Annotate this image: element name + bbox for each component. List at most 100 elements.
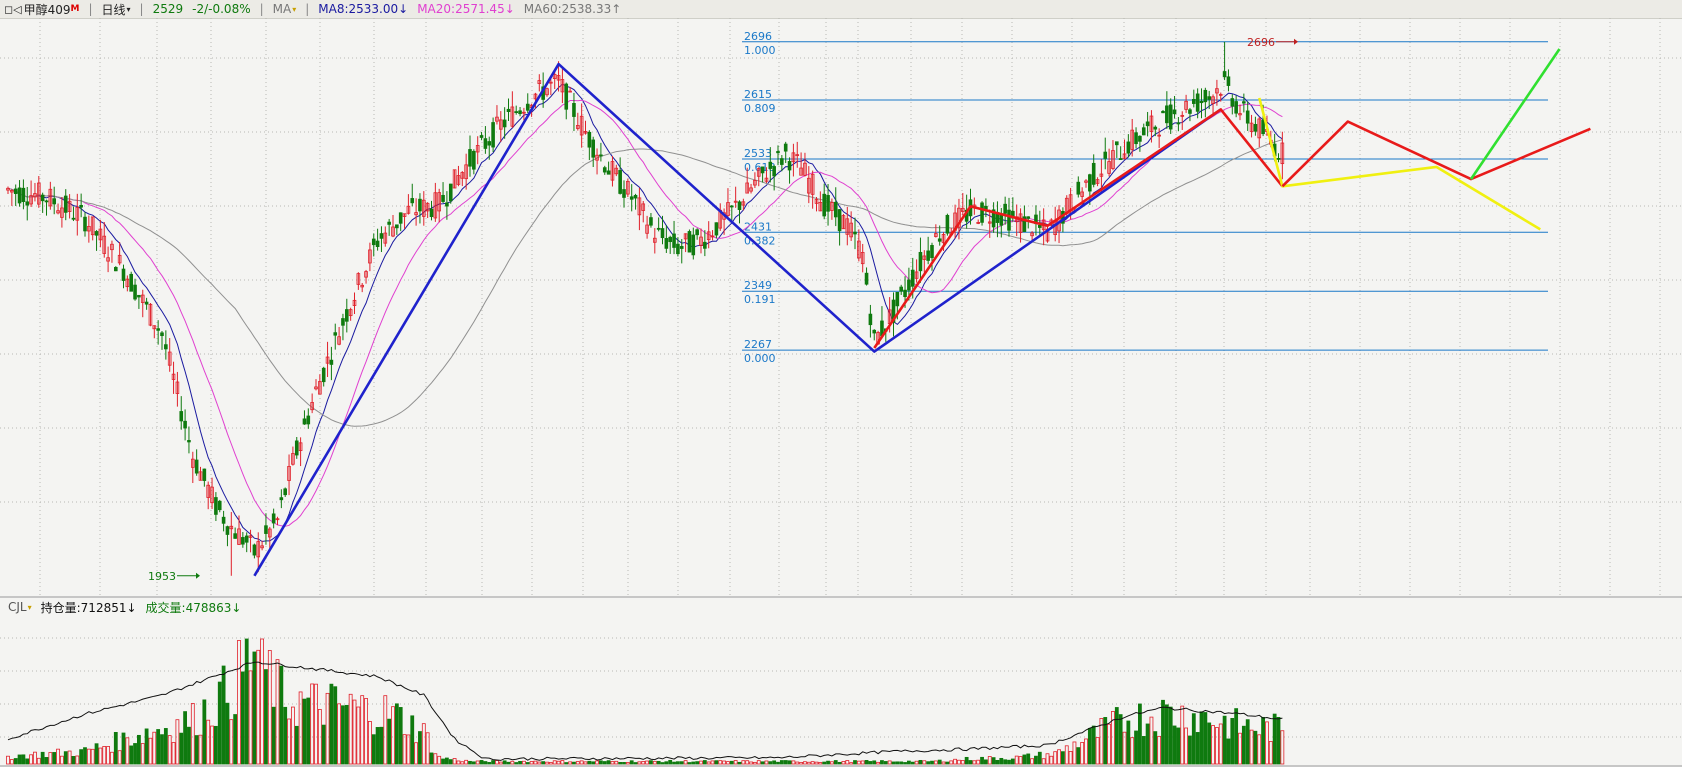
volume-bar[interactable] (233, 714, 238, 765)
period-select[interactable]: 日线 (101, 2, 126, 17)
volume-bar[interactable] (33, 751, 37, 765)
candle[interactable] (79, 193, 83, 218)
volume-bar[interactable] (591, 761, 596, 765)
volume-bar[interactable] (718, 760, 723, 765)
volume-bar[interactable] (806, 761, 811, 765)
candle[interactable] (583, 120, 588, 135)
candle[interactable] (171, 361, 176, 394)
candle[interactable] (206, 481, 211, 510)
volume-bar[interactable] (933, 760, 938, 765)
candle[interactable] (1203, 87, 1208, 118)
volume-bar[interactable] (498, 761, 503, 765)
candle[interactable] (414, 198, 418, 226)
volume-bar[interactable] (456, 760, 461, 765)
candle[interactable] (425, 202, 430, 219)
volume-bar[interactable] (387, 718, 392, 765)
candle[interactable] (387, 218, 391, 236)
candle[interactable] (833, 187, 838, 227)
volume-bar[interactable] (1026, 753, 1031, 765)
candle[interactable] (1238, 104, 1242, 121)
volume-bar[interactable] (183, 711, 188, 765)
volume-bar[interactable] (1211, 725, 1215, 765)
volume-bar[interactable] (325, 692, 330, 765)
volume-bar[interactable] (687, 762, 692, 765)
candle[interactable] (945, 213, 950, 236)
candle[interactable] (857, 229, 861, 262)
volume-bar[interactable] (926, 761, 931, 765)
volume-bar[interactable] (984, 759, 988, 765)
candle[interactable] (433, 182, 438, 222)
candle[interactable] (333, 323, 338, 350)
volume-bar[interactable] (918, 759, 923, 765)
volume-indicator-label[interactable]: CJL (8, 600, 27, 614)
volume-bar[interactable] (756, 760, 761, 765)
volume-bar[interactable] (425, 732, 430, 765)
candle[interactable] (845, 206, 850, 246)
candle[interactable] (614, 164, 619, 177)
volume-bar[interactable] (198, 734, 203, 765)
candle[interactable] (676, 237, 680, 257)
candle[interactable] (325, 341, 330, 378)
volume-bar[interactable] (776, 761, 780, 765)
volume-bar[interactable] (367, 721, 372, 765)
candle[interactable] (656, 217, 661, 232)
candle[interactable] (183, 409, 187, 441)
candle[interactable] (637, 187, 642, 231)
candle[interactable] (140, 289, 145, 318)
volume-bar[interactable] (1164, 704, 1169, 765)
candle[interactable] (1045, 225, 1050, 243)
volume-bar[interactable] (575, 761, 580, 765)
volume-bar[interactable] (676, 761, 680, 765)
volume-bar[interactable] (379, 726, 384, 765)
volume-bar[interactable] (887, 760, 892, 765)
candle[interactable] (868, 304, 873, 338)
candle[interactable] (510, 91, 515, 129)
volume-bar[interactable] (583, 761, 588, 765)
volume-bar[interactable] (910, 761, 915, 765)
candle[interactable] (695, 228, 699, 240)
candle[interactable] (87, 215, 91, 243)
volume-bar[interactable] (833, 760, 838, 765)
candle[interactable] (29, 180, 33, 207)
volume-bar[interactable] (1188, 735, 1192, 765)
candle[interactable] (248, 529, 253, 553)
volume-bar[interactable] (1153, 731, 1158, 765)
volume-bar[interactable] (760, 761, 765, 765)
candle[interactable] (568, 86, 572, 93)
volume-bar[interactable] (29, 754, 34, 765)
volume-bar[interactable] (398, 707, 403, 765)
candle[interactable] (629, 184, 634, 212)
volume-bar[interactable] (772, 760, 777, 765)
candle[interactable] (1276, 153, 1281, 163)
volume-bar[interactable] (133, 743, 137, 765)
volume-bar[interactable] (695, 761, 700, 765)
volume-bar[interactable] (668, 759, 673, 765)
volume-bar[interactable] (129, 745, 134, 765)
candle[interactable] (395, 224, 399, 235)
volume-bar[interactable] (525, 762, 530, 765)
volume-bar[interactable] (433, 753, 438, 765)
candle[interactable] (110, 240, 114, 263)
volume-bar[interactable] (595, 760, 599, 765)
volume-bar[interactable] (67, 750, 72, 765)
volume-bar[interactable] (464, 759, 469, 765)
volume-bar[interactable] (48, 752, 53, 765)
volume-bar[interactable] (341, 705, 345, 765)
volume-bar[interactable] (826, 760, 830, 765)
volume-bar[interactable] (483, 761, 488, 765)
volume-bar[interactable] (160, 734, 164, 765)
volume-bar[interactable] (764, 760, 769, 765)
volume-bar[interactable] (710, 760, 715, 765)
volume-bar[interactable] (364, 698, 368, 765)
candle[interactable] (1003, 196, 1007, 225)
wave-line-red[interactable] (1281, 120, 1591, 188)
volume-bar[interactable] (302, 698, 307, 765)
candle[interactable] (703, 230, 707, 257)
volume-bar[interactable] (1091, 725, 1096, 765)
candle[interactable] (587, 130, 592, 161)
candle[interactable] (730, 205, 734, 221)
candle[interactable] (1130, 118, 1135, 157)
volume-bar[interactable] (221, 665, 226, 765)
candle[interactable] (418, 193, 422, 224)
volume-bar[interactable] (102, 746, 107, 765)
